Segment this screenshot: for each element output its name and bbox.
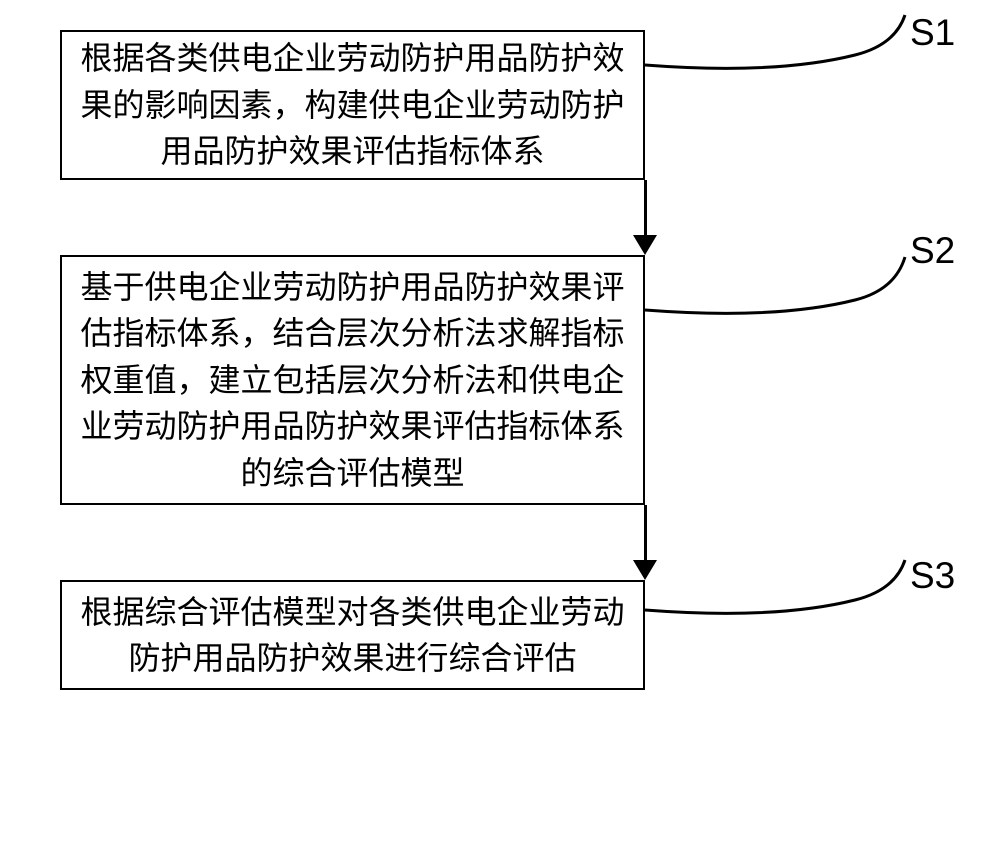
node-text: 基于供电企业劳动防护用品防护效果评估指标体系，结合层次分析法求解指标权重值，建立…: [80, 264, 625, 496]
node-text: 根据综合评估模型对各类供电企业劳动防护用品防护效果进行综合评估: [80, 589, 625, 682]
step-label-s2: S2: [910, 230, 955, 272]
arrow-head-icon: [633, 235, 657, 255]
flowchart-arrow: [350, 505, 940, 580]
step-label-s1: S1: [910, 12, 955, 54]
flowchart-row: 根据综合评估模型对各类供电企业劳动防护用品防护效果进行综合评估: [60, 580, 940, 690]
flowchart-node-s2: 基于供电企业劳动防护用品防护效果评估指标体系，结合层次分析法求解指标权重值，建立…: [60, 255, 645, 505]
flowchart-row: 根据各类供电企业劳动防护用品防护效果的影响因素，构建供电企业劳动防护用品防护效果…: [60, 30, 940, 180]
step-label-s3: S3: [910, 555, 955, 597]
flowchart-arrow: [350, 180, 940, 255]
arrow-line: [644, 505, 647, 560]
flowchart-row: 基于供电企业劳动防护用品防护效果评估指标体系，结合层次分析法求解指标权重值，建立…: [60, 255, 940, 505]
node-text: 根据各类供电企业劳动防护用品防护效果的影响因素，构建供电企业劳动防护用品防护效果…: [80, 35, 625, 174]
flowchart-container: 根据各类供电企业劳动防护用品防护效果的影响因素，构建供电企业劳动防护用品防护效果…: [60, 30, 940, 690]
connector-curve: [645, 245, 915, 345]
arrow-head-icon: [633, 560, 657, 580]
arrow-line: [644, 180, 647, 235]
flowchart-node-s1: 根据各类供电企业劳动防护用品防护效果的影响因素，构建供电企业劳动防护用品防护效果…: [60, 30, 645, 180]
connector-curve: [645, 5, 915, 95]
flowchart-node-s3: 根据综合评估模型对各类供电企业劳动防护用品防护效果进行综合评估: [60, 580, 645, 690]
